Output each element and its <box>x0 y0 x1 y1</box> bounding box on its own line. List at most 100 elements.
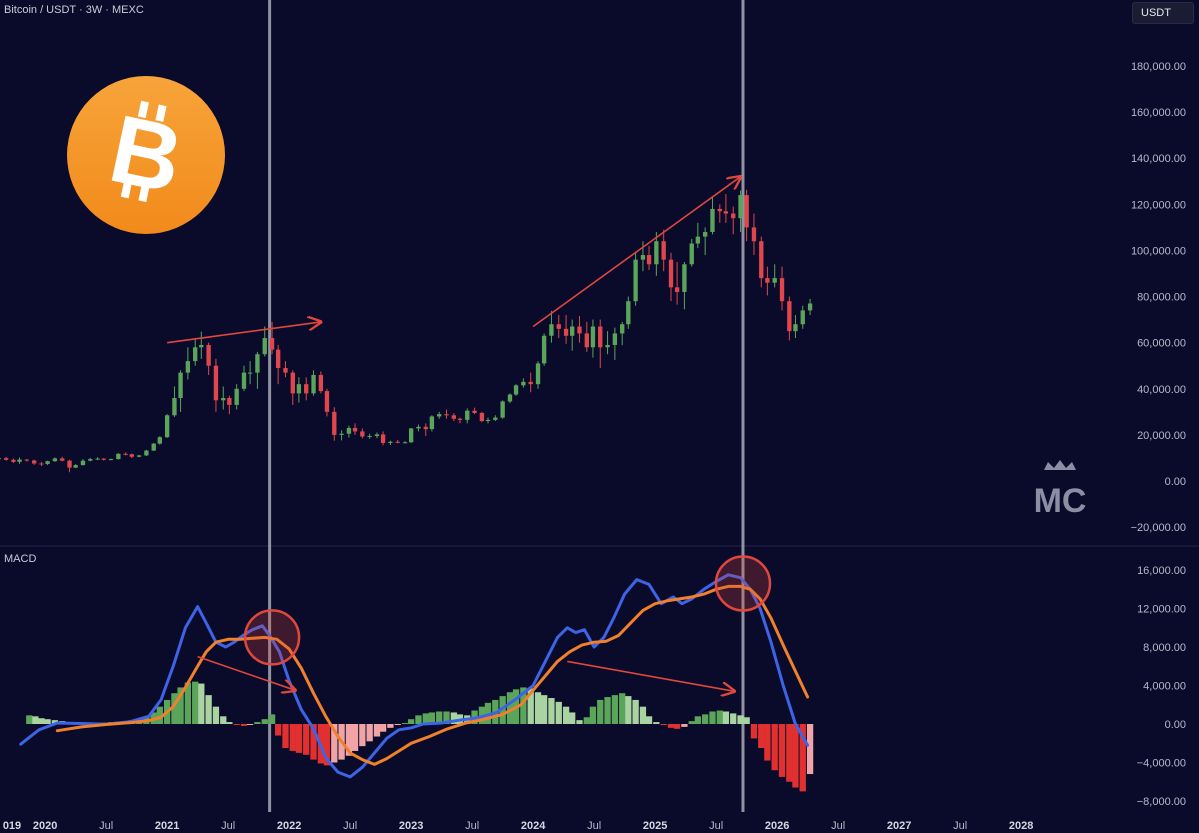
histogram-bar <box>450 712 457 724</box>
price-trend-arrow <box>167 322 321 344</box>
candle-body <box>549 324 554 336</box>
candle <box>646 245 652 271</box>
histogram-bar <box>51 720 59 724</box>
candle <box>772 264 777 288</box>
candle-body <box>493 417 498 420</box>
histogram-bar <box>792 724 799 788</box>
histogram-bar <box>645 716 653 724</box>
candle-body <box>352 427 358 432</box>
candle-body <box>332 411 337 435</box>
time-axis-tick: 2020 <box>33 820 57 832</box>
candle <box>577 316 582 343</box>
candle <box>674 261 680 305</box>
candle-body <box>584 333 589 348</box>
candle <box>185 347 191 380</box>
candle-body <box>646 255 652 265</box>
candle-body <box>633 259 638 302</box>
candle <box>416 424 421 432</box>
candle <box>144 449 149 457</box>
candle-body <box>674 287 680 292</box>
candle-body <box>101 458 106 460</box>
symbol-title: Bitcoin / USDT · 3W · MEXC <box>4 4 144 16</box>
candle-body <box>31 460 37 464</box>
candle <box>717 204 722 223</box>
price-axis-tick: 180,000.00 <box>1131 61 1186 73</box>
candle <box>11 458 16 464</box>
histogram-bar <box>379 724 387 732</box>
histogram-bar <box>562 706 570 724</box>
candle <box>800 305 805 329</box>
candle-body <box>485 419 491 422</box>
candle <box>485 417 491 424</box>
histogram-bar <box>26 715 33 724</box>
candle <box>682 261 687 310</box>
candle-body <box>528 381 533 385</box>
candle <box>528 372 533 393</box>
histogram-bar <box>394 724 401 725</box>
candle-body <box>116 453 121 460</box>
price-trend-arrow <box>532 177 740 328</box>
candle <box>437 411 442 419</box>
price-axis-tick: 140,000.00 <box>1131 153 1186 165</box>
time-axis-tick: Jul <box>831 820 845 832</box>
candle <box>221 386 226 410</box>
candle <box>744 189 749 242</box>
candle-body <box>507 394 513 402</box>
candle-body <box>164 415 170 438</box>
candle-body <box>123 453 128 455</box>
x-axis: 019 Jul 2020 Jul 2021 Jul 2022 Jul 2023 Jul 2024 Ju… <box>3 820 1034 832</box>
macd-line <box>19 573 810 779</box>
histogram-bar <box>730 713 737 724</box>
histogram-bar <box>625 696 632 724</box>
histogram-bar <box>758 724 765 749</box>
histogram-bar <box>401 723 409 725</box>
candle-body <box>136 455 142 457</box>
candle <box>472 407 477 415</box>
candle <box>52 457 58 462</box>
candle-body <box>39 463 44 465</box>
candle-body <box>17 459 22 462</box>
candle-body <box>206 344 211 366</box>
candle-body <box>172 398 177 416</box>
candle-body <box>241 372 247 389</box>
time-axis-tick: Jul <box>343 820 357 832</box>
candle-body <box>640 255 646 260</box>
candle-body <box>416 426 421 429</box>
price-axis-tick: 100,000.00 <box>1131 245 1186 257</box>
candle <box>360 428 365 439</box>
price-axis-tick: 40,000.00 <box>1137 384 1186 396</box>
candle <box>710 197 715 235</box>
currency-badge[interactable]: USDT <box>1132 2 1194 24</box>
candle-body <box>744 195 749 228</box>
macd-axis-tick: −8,000.00 <box>1137 796 1186 808</box>
histogram-bar <box>198 683 205 724</box>
macd-divergence-arrow <box>567 660 734 691</box>
candle-body <box>275 349 281 369</box>
candle <box>241 365 247 392</box>
histogram-bar <box>688 721 695 724</box>
candle <box>0 458 1 460</box>
candle-body <box>408 428 414 443</box>
histogram-bar <box>212 706 220 724</box>
histogram-bar <box>673 724 681 729</box>
histogram-bar <box>268 714 276 724</box>
candle-body <box>429 416 435 430</box>
histogram-bar <box>764 724 771 761</box>
histogram-bar <box>275 724 282 736</box>
histogram-bar <box>619 693 626 724</box>
candle <box>731 206 736 235</box>
histogram-bar <box>569 712 576 724</box>
candle <box>408 427 414 443</box>
candle-body <box>689 243 694 265</box>
histogram-bar <box>177 687 184 724</box>
candle-body <box>710 208 715 232</box>
candle <box>380 431 386 446</box>
histogram-bar <box>436 711 443 724</box>
histogram-bar <box>660 724 667 725</box>
candle <box>654 232 659 276</box>
candle <box>423 423 428 437</box>
candle <box>402 441 408 444</box>
candle <box>541 333 547 366</box>
histogram-bar <box>373 724 381 737</box>
